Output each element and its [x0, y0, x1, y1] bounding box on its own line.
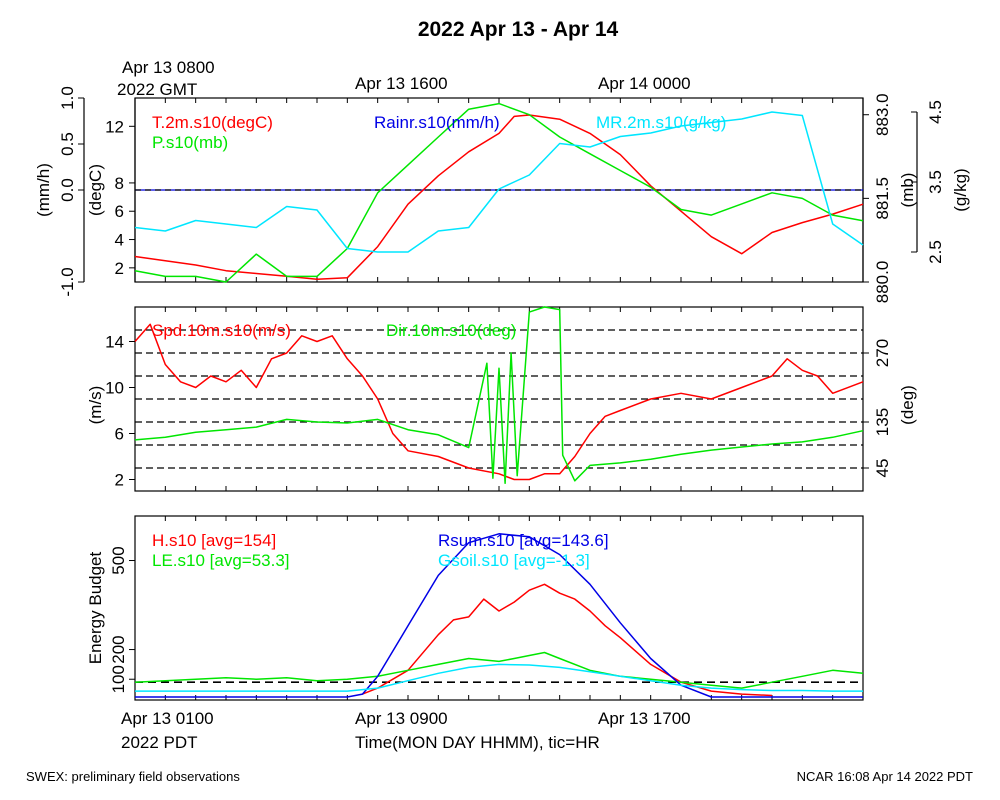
y-tick-label: 10: [105, 379, 124, 398]
y-tick-label: 8: [115, 174, 124, 193]
y-tick-label: 2: [115, 259, 124, 278]
soil-heat-line: [135, 663, 863, 692]
bottom-time-label-start-1: Apr 13 0100: [121, 709, 214, 728]
footer-right: NCAR 16:08 Apr 14 2022 PDT: [797, 769, 973, 784]
footer-left: SWEX: preliminary field observations: [26, 769, 240, 784]
top-time-label-end: Apr 14 0000: [598, 74, 691, 93]
rain-axis-label: (mm/h): [34, 163, 53, 217]
y-tick-label: 0.0: [58, 178, 77, 202]
mr-axis: 2.5 3.5 4.5: [911, 100, 945, 264]
energy-axis-label: Energy Budget: [86, 551, 105, 664]
mixing-ratio-line: [134, 111, 864, 253]
y-tick-label: 6: [115, 425, 124, 444]
legend-gsoil: Gsoil.s10 [avg=-1.3]: [438, 551, 590, 570]
legend-temp: T.2m.s10(degC): [152, 113, 273, 132]
legend-le: LE.s10 [avg=53.3]: [152, 551, 290, 570]
latent-heat-line: [134, 651, 864, 689]
temp-axis-label: (degC): [86, 164, 105, 216]
legend-rain: Rainr.s10(mm/h): [374, 113, 500, 132]
top-time-label-start-2: 2022 GMT: [117, 80, 197, 99]
y-tick-label: 4.5: [926, 100, 945, 124]
temp-axis: 2 4 6 8 12: [105, 117, 135, 278]
y-tick-label: 0.5: [58, 132, 77, 156]
rain-axis: -1.0 0.0 0.5 1.0: [58, 86, 84, 297]
pres-axis: 880.0 881.5 883.0: [863, 93, 892, 303]
temp-line: [134, 114, 864, 280]
y-tick-label: 100: [109, 665, 128, 693]
bottom-time-label-end: Apr 13 1700: [598, 709, 691, 728]
y-tick-label: 12: [105, 117, 124, 136]
wind-direction-line: [134, 306, 864, 485]
mr-axis-label: (g/kg): [951, 168, 970, 211]
y-tick-label: 883.0: [873, 93, 892, 136]
legend-pres: P.s10(mb): [152, 133, 228, 152]
energy-axis: 100 200 500: [109, 546, 135, 693]
y-tick-label: 3.5: [926, 170, 945, 194]
y-tick-label: 135: [873, 408, 892, 436]
y-tick-label: -1.0: [58, 267, 77, 296]
y-tick-label: 14: [105, 333, 124, 352]
y-tick-label: 2.5: [926, 240, 945, 264]
y-tick-label: 881.5: [873, 177, 892, 220]
top-time-label-mid: Apr 13 1600: [355, 74, 448, 93]
y-tick-label: 500: [109, 546, 128, 574]
spd-axis-label: (m/s): [86, 386, 105, 425]
legend-rsum: Rsum.s10 [avg=143.6]: [438, 531, 609, 550]
chart-title: 2022 Apr 13 - Apr 14: [418, 18, 619, 41]
y-tick-label: 880.0: [873, 261, 892, 304]
legend-dir: Dir.10m.s10(deg): [386, 321, 516, 340]
bottom-time-label-start-2: 2022 PDT: [121, 733, 198, 752]
y-tick-label: 200: [109, 635, 128, 663]
y-tick-label: 2: [115, 471, 124, 490]
y-tick-label: 6: [115, 202, 124, 221]
y-tick-label: 4: [115, 231, 124, 250]
dir-axis-label: (deg): [898, 385, 917, 425]
y-tick-label: 1.0: [58, 86, 77, 110]
wind-speed-line: [134, 323, 864, 481]
x-axis-label: Time(MON DAY HHMM), tic=HR: [355, 733, 600, 752]
top-time-label-start-1: Apr 13 0800: [122, 58, 215, 77]
legend-mr: MR.2m.s10(g/kg): [596, 113, 726, 132]
dir-axis: 45 135 270: [863, 339, 892, 478]
y-tick-label: 270: [873, 339, 892, 367]
pressure-line: [134, 102, 864, 283]
pres-axis-label: (mb): [898, 173, 917, 208]
legend-spd: Spd.10m.s10(m/s): [152, 321, 291, 340]
y-tick-label: 45: [873, 459, 892, 478]
spd-axis: 2 6 10 14: [105, 333, 135, 490]
series-lines: [134, 102, 864, 698]
legend-h: H.s10 [avg=154]: [152, 531, 276, 550]
bottom-time-label-mid: Apr 13 0900: [355, 709, 448, 728]
net-radiation-line: [135, 533, 863, 698]
